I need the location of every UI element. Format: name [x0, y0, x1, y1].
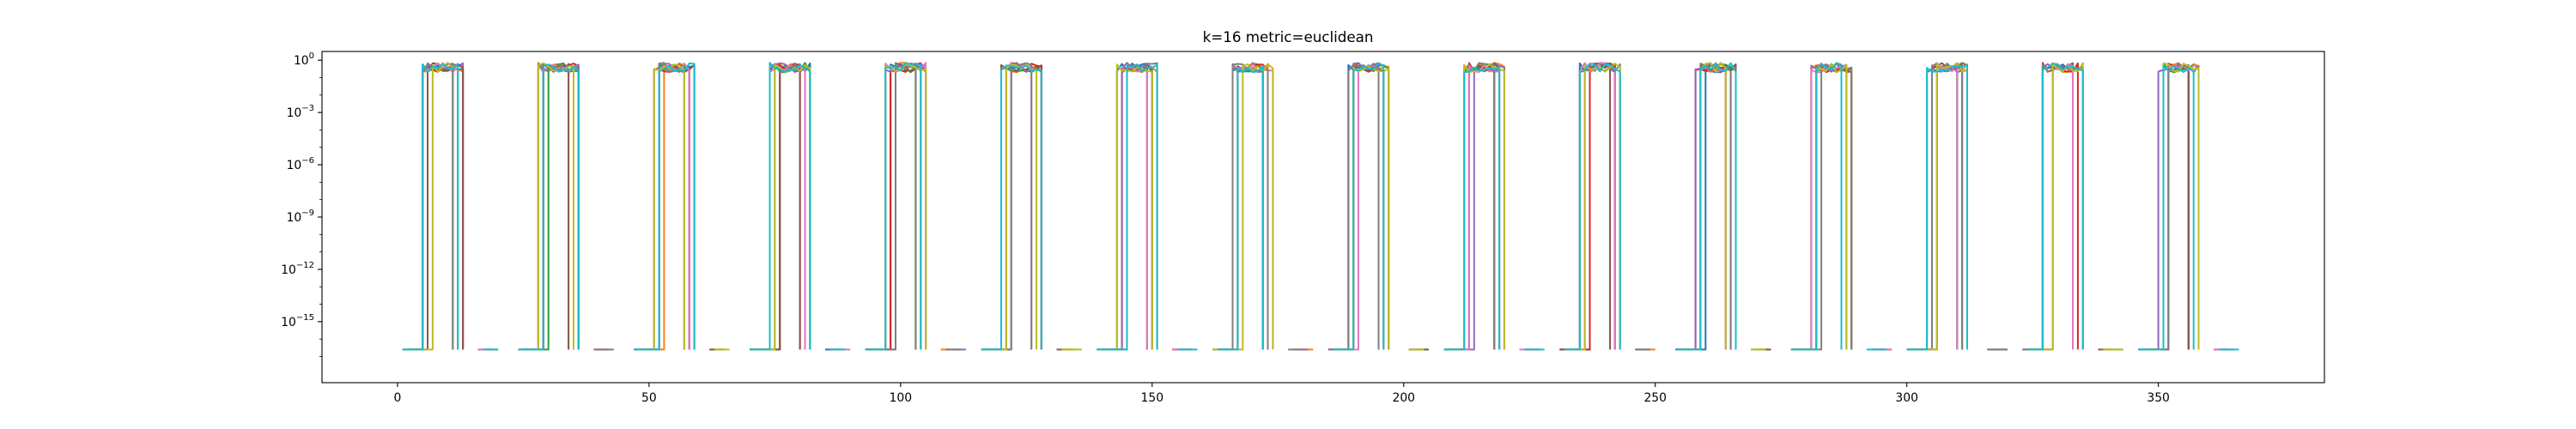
- x-tick-label: 0: [393, 391, 401, 405]
- y-tick-label: 10−6: [287, 156, 314, 172]
- y-tick-label: 10−3: [287, 104, 314, 120]
- x-tick-label: 200: [1392, 391, 1415, 405]
- axes-layer: 0 50 100 150 200 250 300 350 100 10−3 10−6 10−9 10−1…: [281, 51, 2170, 405]
- series-line-10: [402, 62, 2239, 351]
- x-tick-label: 100: [890, 391, 913, 405]
- x-tick-label: 350: [2147, 391, 2170, 405]
- series-layer: [402, 62, 2239, 351]
- y-tick-label: 10−15: [281, 313, 314, 329]
- x-tick-label: 250: [1643, 391, 1667, 405]
- y-tick-label: 10−9: [287, 208, 314, 225]
- x-tick-label: 50: [641, 391, 657, 405]
- chart-title: k=16 metric=euclidean: [1203, 28, 1374, 45]
- x-tick-label: 150: [1141, 391, 1164, 405]
- y-tick-label: 100: [294, 51, 314, 68]
- y-tick-label: 10−12: [281, 261, 314, 277]
- x-tick-label: 300: [1895, 391, 1918, 405]
